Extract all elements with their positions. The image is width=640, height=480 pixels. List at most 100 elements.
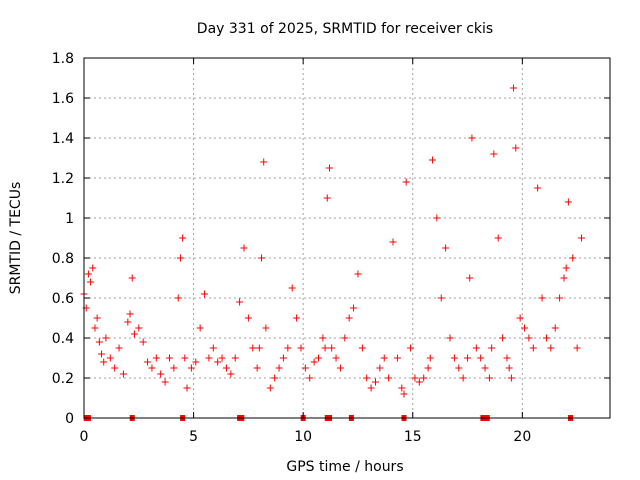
data-point — [258, 254, 266, 262]
data-point — [301, 364, 309, 372]
data-point — [464, 354, 472, 362]
data-point — [578, 234, 586, 242]
data-point — [507, 374, 515, 382]
data-point — [249, 344, 257, 352]
data-point — [481, 364, 489, 372]
data-point — [521, 324, 529, 332]
data-point — [262, 324, 270, 332]
data-point — [319, 334, 327, 342]
data-point — [157, 370, 165, 378]
data-point — [459, 374, 467, 382]
data-point — [556, 294, 564, 302]
data-point — [477, 354, 485, 362]
data-point — [130, 330, 138, 338]
data-point — [135, 324, 143, 332]
data-point — [260, 158, 268, 166]
data-point — [437, 294, 445, 302]
x-tick-label: 20 — [513, 429, 531, 445]
data-point — [400, 390, 408, 398]
y-tick-label: 0.4 — [52, 331, 74, 347]
data-point — [253, 364, 261, 372]
data-point — [499, 334, 507, 342]
data-point — [91, 324, 99, 332]
data-point — [336, 364, 344, 372]
data-point — [393, 354, 401, 362]
data-point — [183, 384, 191, 392]
data-point — [363, 374, 371, 382]
data-point — [516, 314, 524, 322]
data-point — [165, 354, 173, 362]
data-point — [275, 364, 283, 372]
data-point — [321, 344, 329, 352]
data-point — [144, 358, 152, 366]
data-point — [402, 178, 410, 186]
data-point — [398, 384, 406, 392]
data-point — [534, 184, 542, 192]
y-tick-label: 0 — [65, 411, 74, 427]
data-point — [450, 354, 458, 362]
chart-title: Day 331 of 2025, SRMTID for receiver cki… — [197, 21, 493, 37]
data-point — [345, 314, 353, 322]
y-tick-label: 1.8 — [52, 51, 74, 67]
data-point — [231, 354, 239, 362]
data-point — [472, 344, 480, 352]
data-point — [442, 244, 450, 252]
data-point — [126, 310, 134, 318]
data-point — [407, 344, 415, 352]
x-tick-label: 0 — [80, 429, 89, 445]
data-point — [128, 274, 136, 282]
data-point — [187, 364, 195, 372]
y-tick-label: 1 — [65, 211, 74, 227]
data-point — [503, 354, 511, 362]
data-point — [328, 344, 336, 352]
data-point — [119, 370, 127, 378]
data-point — [562, 264, 570, 272]
data-point — [525, 334, 533, 342]
data-point — [380, 354, 388, 362]
data-point — [192, 358, 200, 366]
data-point — [455, 364, 463, 372]
data-point — [426, 354, 434, 362]
data-point — [161, 378, 169, 386]
data-point — [93, 314, 101, 322]
data-point — [222, 364, 230, 372]
data-point — [297, 344, 305, 352]
data-point — [306, 374, 314, 382]
data-point — [244, 314, 252, 322]
data-point — [358, 344, 366, 352]
data-point — [551, 324, 559, 332]
data-point — [325, 164, 333, 172]
data-point — [89, 264, 97, 272]
data-point — [310, 358, 318, 366]
axis-ticks: 0 0.2 0.4 0.6 0.8 1 1.2 1.4 1.6 1.8 0 5 10 15 20 — [52, 51, 610, 445]
data-point — [385, 374, 393, 382]
data-point — [201, 290, 209, 298]
data-point — [573, 344, 581, 352]
data-point — [371, 378, 379, 386]
data-point — [240, 244, 248, 252]
data-point — [512, 144, 520, 152]
y-tick-label: 1.2 — [52, 171, 74, 187]
data-point — [433, 214, 441, 222]
data-point — [485, 374, 493, 382]
data-point — [542, 334, 550, 342]
data-point — [170, 364, 178, 372]
data-point — [367, 384, 375, 392]
data-point — [196, 324, 204, 332]
y-tick-label: 0.8 — [52, 251, 74, 267]
data-point — [176, 254, 184, 262]
data-point — [214, 358, 222, 366]
data-point — [569, 254, 577, 262]
data-point — [354, 270, 362, 278]
data-point — [205, 354, 213, 362]
data-point — [98, 350, 106, 358]
data-point — [420, 374, 428, 382]
data-point — [284, 344, 292, 352]
y-tick-label: 0.6 — [52, 291, 74, 307]
x-tick-label: 10 — [294, 429, 312, 445]
data-point — [266, 384, 274, 392]
data-point — [376, 364, 384, 372]
data-point — [100, 358, 108, 366]
data-point — [332, 354, 340, 362]
data-point — [148, 364, 156, 372]
